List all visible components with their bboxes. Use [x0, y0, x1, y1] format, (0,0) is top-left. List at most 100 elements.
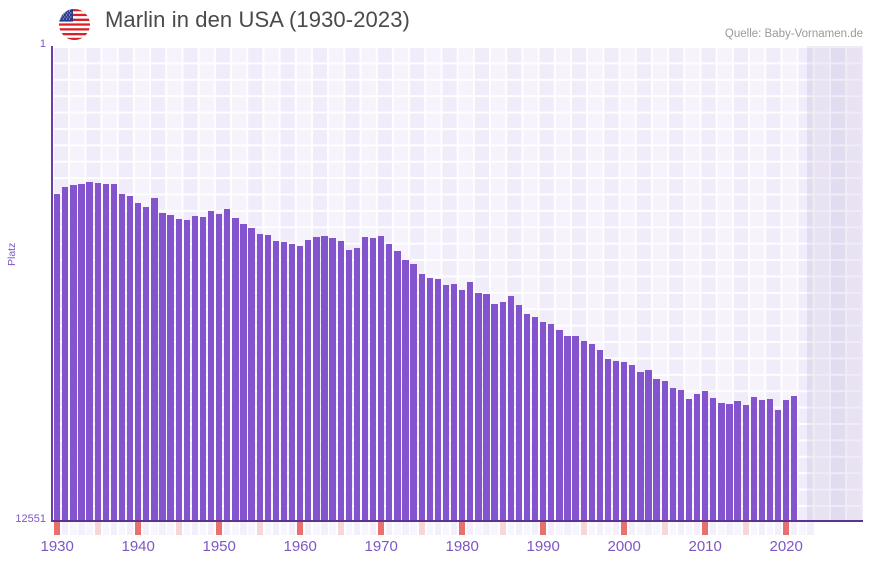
bar	[572, 336, 579, 521]
x-axis-tick-cell	[199, 522, 207, 535]
x-axis-tick-cell	[540, 522, 547, 535]
bar	[288, 244, 296, 521]
bar	[507, 296, 514, 521]
x-axis-tick-cell	[758, 522, 766, 535]
bar	[612, 361, 620, 521]
y-axis-top-tick-label: 1	[39, 38, 46, 50]
bar	[256, 234, 263, 521]
x-axis-tick-cell	[548, 522, 555, 535]
x-axis-tick-cell	[386, 522, 393, 535]
x-axis-tick-cell	[207, 522, 215, 535]
x-axis-tick-cell	[677, 522, 685, 535]
bar	[248, 228, 255, 521]
bar	[135, 203, 142, 521]
bar	[637, 372, 644, 521]
x-axis-tick-cell	[256, 522, 263, 535]
bar	[604, 359, 612, 521]
bar	[653, 379, 660, 521]
x-axis-tick-label: 1950	[202, 538, 236, 555]
x-axis-tick-cell	[467, 522, 474, 535]
bar	[378, 236, 385, 521]
x-axis-tick-cell	[361, 522, 369, 535]
x-axis-tick-cell	[807, 522, 814, 535]
x-axis-tick-cell	[580, 522, 587, 535]
x-axis-tick-cell	[264, 522, 271, 535]
x-axis-tick-label: 2010	[688, 538, 722, 555]
bar	[126, 196, 134, 521]
x-axis-tick-cell	[515, 522, 523, 535]
bar	[207, 211, 215, 521]
x-axis-tick-labels: 1930 1940 1950 1960 1970 1980 1990 2000 2010 2020	[0, 538, 873, 562]
chart-plot-area	[52, 46, 863, 521]
bar	[151, 198, 158, 521]
x-axis-tick-cell	[588, 522, 595, 535]
x-axis-tick-cell	[353, 522, 361, 535]
bar	[499, 302, 506, 521]
x-axis-tick-cell	[418, 522, 425, 535]
x-axis-tick-cell	[110, 522, 118, 535]
x-axis-tick-cell	[556, 522, 563, 535]
bar	[54, 194, 61, 521]
x-axis-tick-cell	[491, 522, 498, 535]
bar	[110, 184, 118, 521]
bar	[118, 194, 126, 521]
bar	[734, 401, 741, 521]
x-axis-tick-cell	[216, 522, 223, 535]
x-axis-tick-cell	[434, 522, 442, 535]
x-axis-tick-cell	[612, 522, 620, 535]
bar	[394, 251, 401, 521]
bar	[661, 381, 668, 521]
x-axis-tick-cell	[305, 522, 312, 535]
x-axis-tick-cell	[661, 522, 668, 535]
x-axis-tick-cell	[369, 522, 377, 535]
bar	[402, 260, 409, 521]
x-axis-tick-cell	[313, 522, 320, 535]
bar	[167, 215, 174, 521]
bar	[774, 410, 782, 521]
x-axis-tick-cell	[183, 522, 190, 535]
bar	[240, 224, 247, 521]
x-axis-tick-cell	[799, 522, 806, 535]
x-axis-tick-label: 1990	[526, 538, 560, 555]
bar	[232, 218, 239, 521]
x-axis-tick-cell	[135, 522, 142, 535]
x-axis-tick-cell	[78, 522, 85, 535]
x-axis-tick-cell	[499, 522, 506, 535]
x-axis-tick-cell	[280, 522, 288, 535]
bar	[693, 394, 701, 521]
us-flag-icon	[58, 8, 91, 41]
x-axis-tick-cell	[54, 522, 61, 535]
x-axis-tick-cell	[621, 522, 628, 535]
x-axis-tick-cell	[378, 522, 385, 535]
bar	[62, 187, 69, 521]
x-axis-tick-cell	[297, 522, 304, 535]
bar	[297, 246, 304, 521]
x-axis-tick-cell	[232, 522, 239, 535]
bar	[345, 250, 352, 521]
x-axis-tick-cell	[653, 522, 660, 535]
page-title: Marlin in den USA (1930-2023)	[105, 7, 410, 32]
bar	[766, 399, 774, 521]
bar	[102, 184, 109, 521]
bar	[564, 336, 571, 521]
bar	[540, 322, 547, 521]
bar	[548, 324, 555, 521]
bar	[531, 317, 539, 521]
x-axis-tick-cell	[402, 522, 409, 535]
x-axis-tick-cell	[531, 522, 539, 535]
x-axis-tick-cell	[62, 522, 69, 535]
x-axis-tick-cell	[702, 522, 709, 535]
bar	[475, 293, 482, 521]
x-axis-tick-cell	[564, 522, 571, 535]
x-axis-tick-cell	[86, 522, 93, 535]
bar	[677, 390, 685, 521]
x-axis-tick-cell	[523, 522, 531, 535]
x-axis-tick-cell	[637, 522, 644, 535]
bar	[758, 400, 766, 521]
x-axis-tick-cell	[791, 522, 798, 535]
x-axis-tick-cell	[774, 522, 782, 535]
bar	[78, 184, 85, 521]
x-axis-tick-cell	[783, 522, 790, 535]
x-axis-tick-cell	[102, 522, 109, 535]
x-axis-tick-cell	[143, 522, 150, 535]
